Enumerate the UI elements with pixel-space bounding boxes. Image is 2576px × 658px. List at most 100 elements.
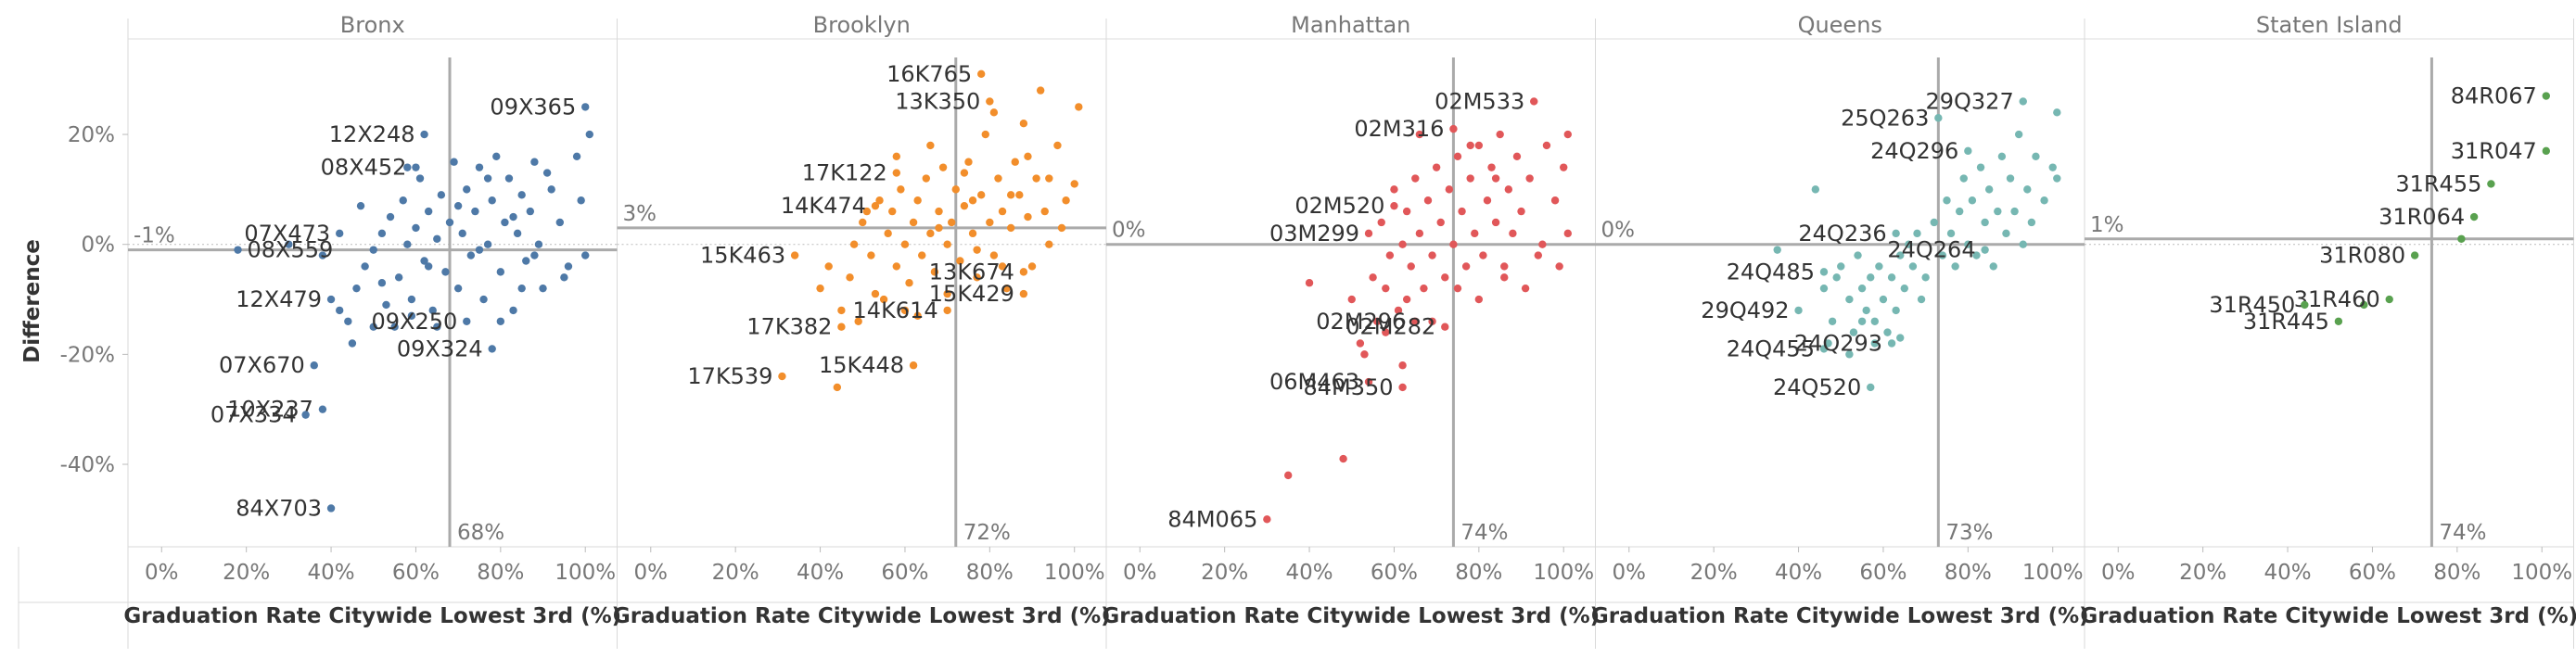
- data-point: [2457, 234, 2466, 243]
- data-point: [1398, 240, 1407, 248]
- avg-graduation-label: 73%: [1945, 521, 1993, 545]
- data-point: [918, 251, 926, 259]
- data-point: [935, 223, 943, 233]
- data-point: [1964, 146, 1972, 156]
- data-point: [849, 240, 859, 248]
- data-point: [1398, 361, 1407, 370]
- data-point: [530, 251, 539, 259]
- data-point: [517, 284, 526, 293]
- data-point: [1398, 383, 1407, 392]
- data-point: [1263, 515, 1271, 524]
- data-point: [335, 306, 344, 315]
- data-point: [976, 191, 986, 199]
- data-point: [879, 295, 888, 304]
- data-point: [356, 201, 365, 210]
- data-point: [420, 257, 428, 265]
- x-tick-label: 80%: [966, 561, 1014, 585]
- x-tick-label: 80%: [1455, 561, 1502, 585]
- data-point: [1364, 377, 1373, 386]
- data-point: [2010, 207, 2019, 216]
- data-point: [1849, 328, 1858, 336]
- point-label: 02M520: [1294, 193, 1384, 219]
- point-label: 07X334: [210, 402, 297, 428]
- point-label: 07X473: [244, 221, 330, 247]
- data-point: [1550, 196, 1560, 205]
- data-point: [1006, 191, 1015, 199]
- point-label: 24Q485: [1727, 259, 1815, 285]
- data-point: [285, 240, 293, 248]
- data-point: [453, 201, 463, 210]
- point-label: 31R450: [2209, 292, 2295, 318]
- data-point: [1930, 218, 1938, 227]
- data-point: [1542, 141, 1551, 150]
- data-point: [2053, 174, 2061, 183]
- point-label: 29Q492: [1701, 297, 1789, 323]
- x-tick-label: 80%: [2433, 561, 2480, 585]
- data-point: [301, 411, 310, 419]
- data-point: [1453, 152, 1462, 160]
- data-point: [1466, 141, 1474, 150]
- point-label: 10X237: [227, 397, 313, 423]
- data-point: [2002, 229, 2010, 238]
- data-point: [463, 317, 471, 325]
- point-label: 08X559: [248, 237, 334, 263]
- data-point: [989, 251, 999, 259]
- data-point: [496, 268, 505, 276]
- data-point: [1968, 196, 1977, 205]
- data-point: [1997, 152, 2007, 160]
- point-label: 13K350: [895, 88, 980, 114]
- data-point: [1011, 158, 1019, 166]
- data-point: [1509, 229, 1517, 238]
- data-point: [1027, 262, 1037, 271]
- x-tick-label: 0%: [145, 561, 179, 585]
- x-tick-label: 0%: [2101, 561, 2136, 585]
- data-point: [1819, 268, 1829, 276]
- point-label: 15K429: [929, 281, 1014, 307]
- data-point: [1474, 295, 1484, 304]
- data-point: [390, 323, 399, 331]
- data-point: [1946, 229, 1956, 238]
- data-point: [441, 268, 450, 276]
- data-point: [1959, 174, 1968, 183]
- data-point: [833, 383, 842, 392]
- avg-difference-label: 1%: [2090, 213, 2124, 237]
- data-point: [1563, 229, 1572, 238]
- data-point: [909, 218, 918, 227]
- point-label: 31R047: [2451, 138, 2537, 164]
- data-point: [1019, 289, 1028, 298]
- data-point: [951, 185, 960, 194]
- data-point: [2360, 300, 2368, 310]
- x-tick-label: 20%: [223, 561, 270, 585]
- point-label: 31R455: [2395, 171, 2481, 196]
- point-label: 24Q296: [1870, 138, 1958, 164]
- data-point: [407, 311, 416, 321]
- data-point: [1905, 240, 1913, 248]
- data-point: [968, 196, 977, 205]
- data-point: [1449, 124, 1458, 133]
- data-point: [1972, 251, 1981, 259]
- data-point: [862, 207, 872, 216]
- data-point: [1938, 251, 1947, 259]
- data-point: [504, 174, 514, 183]
- data-point: [1415, 229, 1424, 238]
- data-point: [2053, 108, 2061, 117]
- data-point: [369, 323, 377, 331]
- data-point: [2487, 180, 2495, 188]
- data-point: [1075, 103, 1083, 111]
- data-point: [496, 317, 505, 325]
- data-point: [488, 345, 496, 353]
- data-point: [475, 246, 484, 254]
- data-point: [1339, 454, 1347, 463]
- data-point: [2410, 251, 2419, 259]
- point-label: 17K382: [746, 314, 832, 340]
- point-label: 02M533: [1435, 88, 1524, 114]
- data-point: [1360, 350, 1369, 359]
- data-point: [1943, 196, 1951, 205]
- data-point: [943, 306, 951, 315]
- data-point: [1921, 273, 1930, 282]
- data-point: [1819, 284, 1829, 293]
- data-point: [1445, 185, 1454, 194]
- data-point: [1994, 207, 2002, 216]
- data-point: [488, 196, 496, 205]
